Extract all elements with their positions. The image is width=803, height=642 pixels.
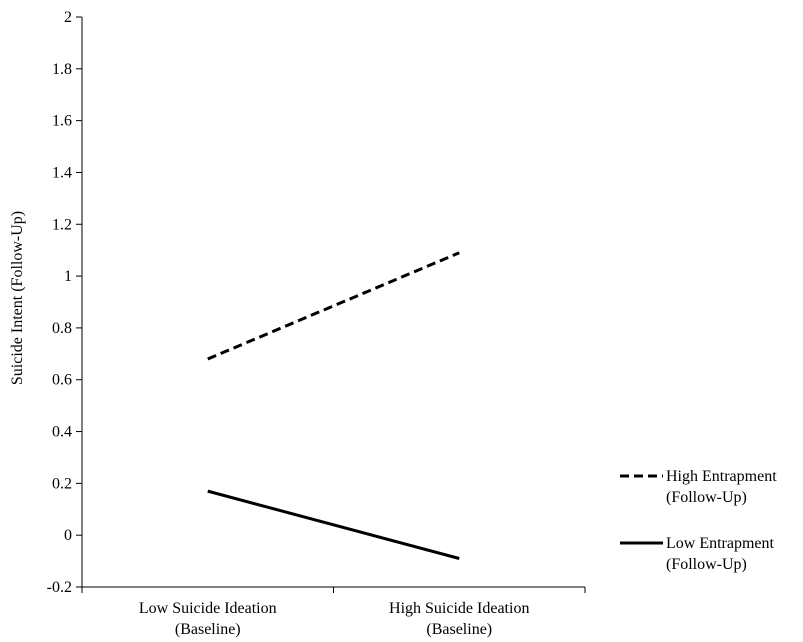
y-tick-label: 2 (64, 9, 72, 26)
y-tick-label: 0.4 (52, 424, 72, 441)
x-axis-labels: Low Suicide Ideation (Baseline) High Suici… (139, 600, 530, 638)
y-tick-label: 1 (64, 268, 72, 285)
y-axis-ticks: 2 1.8 1.6 1.4 1.2 1 0.8 0.6 0.4 0.2 0 -0.2 (47, 9, 82, 596)
legend-label: (Follow-Up) (666, 489, 747, 506)
legend-label: Low Entrapment (666, 535, 775, 552)
y-tick-label: 0.2 (52, 475, 72, 492)
legend-label: (Follow-Up) (666, 556, 747, 573)
legend: High Entrapment (Follow-Up) Low Entrapment… (620, 468, 777, 573)
x-axis-ticks (81, 587, 586, 593)
series-layer (207, 251, 460, 560)
x-category-label: (Baseline) (426, 621, 492, 638)
x-category-label: High Suicide Ideation (389, 600, 529, 617)
y-tick-label: 1.4 (52, 164, 72, 181)
y-tick-label: 0 (64, 527, 72, 544)
legend-label: High Entrapment (666, 468, 777, 485)
y-tick-label: 1.8 (52, 61, 72, 78)
x-category-label: (Baseline) (175, 621, 241, 638)
low-entrapment-line (207, 489, 460, 560)
y-tick-label: -0.2 (47, 579, 72, 596)
y-tick-label: 0.6 (52, 372, 72, 389)
y-tick-label: 1.2 (52, 216, 72, 233)
x-category-label: Low Suicide Ideation (139, 600, 277, 617)
y-tick-label: 0.8 (52, 320, 72, 337)
high-entrapment-line (207, 251, 460, 361)
y-tick-label: 1.6 (52, 113, 72, 130)
y-axis-title: Suicide Intent (Follow-Up) (9, 211, 26, 385)
